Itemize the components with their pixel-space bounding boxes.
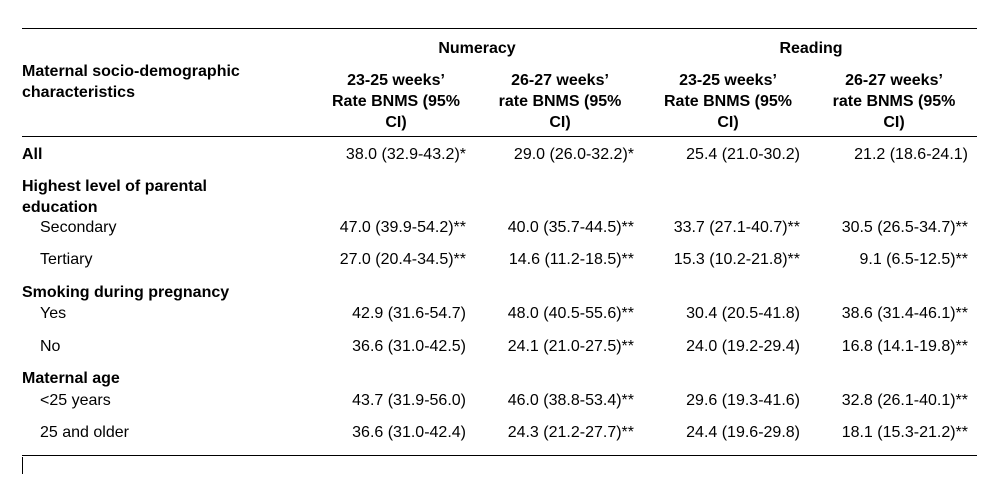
cell-value: 24.0 (19.2-29.4): [686, 338, 800, 355]
row-label-tertiary: Tertiary: [40, 251, 93, 268]
cell-value: 24.1 (21.0-27.5)**: [507, 338, 634, 355]
cell-value: 36.6 (31.0-42.5): [352, 338, 466, 355]
cell-value: 43.7 (31.9-56.0): [352, 392, 466, 409]
cell-value: 29.6 (19.3-41.6): [686, 392, 800, 409]
column-header-reading-26-27: 26-27 weeks’ rate BNMS (95% CI): [832, 72, 956, 131]
section-heading-education: Highest level of parental education: [22, 178, 207, 216]
cell-value: 18.1 (15.3-21.2)**: [841, 424, 968, 441]
cell-value: 38.6 (31.4-46.1)**: [841, 305, 968, 322]
section-heading-maternal-age: Maternal age: [22, 370, 120, 387]
row-label-under-25: <25 years: [40, 392, 111, 409]
cell-value: 15.3 (10.2-21.8)**: [673, 251, 800, 268]
column-header-numeracy-26-27: 26-27 weeks’ rate BNMS (95% CI): [498, 72, 622, 131]
cell-value: 24.3 (21.2-27.7)**: [507, 424, 634, 441]
cell-value: 38.0 (32.9-43.2)*: [345, 146, 466, 163]
cell-value: 32.8 (26.1-40.1)**: [841, 392, 968, 409]
cell-value: 14.6 (11.2-18.5)**: [508, 251, 634, 268]
cell-value: 33.7 (27.1-40.7)**: [673, 219, 800, 236]
cell-value: 27.0 (20.4-34.5)**: [339, 251, 466, 268]
column-header-reading-23-25: 23-25 weeks’ Rate BNMS (95% CI): [663, 72, 793, 131]
section-heading-smoking: Smoking during pregnancy: [22, 284, 230, 301]
row-label-25-and-older: 25 and older: [40, 424, 129, 441]
cell-value: 40.0 (35.7-44.5)**: [507, 219, 634, 236]
cell-value: 46.0 (38.8-53.4)**: [507, 392, 634, 409]
row-label-secondary: Secondary: [40, 219, 117, 236]
cell-value: 48.0 (40.5-55.6)**: [507, 305, 634, 322]
cell-value: 25.4 (21.0-30.2): [686, 146, 800, 163]
cell-value: 29.0 (26.0-32.2)*: [513, 146, 634, 163]
cell-value: 47.0 (39.9-54.2)**: [339, 219, 466, 236]
row-label-no: No: [40, 338, 61, 355]
row-header-label-line2: characteristics: [22, 84, 135, 101]
table-bottom-rule: [22, 455, 977, 456]
row-header-label: Maternal socio-demographic characteristi…: [22, 61, 240, 103]
column-header-numeracy-23-25: 23-25 weeks’ Rate BNMS (95% CI): [331, 72, 461, 131]
cell-value: 30.5 (26.5-34.7)**: [841, 219, 968, 236]
cell-value: 36.6 (31.0-42.4): [352, 424, 466, 441]
text-cursor[interactable]: [22, 457, 23, 474]
cell-value: 16.8 (14.1-19.8)**: [841, 338, 968, 355]
row-header-label-line1: Maternal socio-demographic: [22, 63, 240, 80]
row-label-yes: Yes: [40, 305, 67, 322]
table-top-rule: [22, 28, 977, 29]
cell-value: 30.4 (20.5-41.8): [686, 305, 800, 322]
group-header-numeracy: Numeracy: [438, 40, 516, 57]
cell-value: 9.1 (6.5-12.5)**: [859, 251, 968, 268]
group-header-reading: Reading: [779, 40, 843, 57]
cell-value: 24.4 (19.6-29.8): [686, 424, 800, 441]
cell-value: 21.2 (18.6-24.1): [854, 146, 968, 163]
row-label-all: All: [22, 146, 43, 163]
header-bottom-rule: [22, 136, 977, 137]
cell-value: 42.9 (31.6-54.7): [352, 305, 466, 322]
